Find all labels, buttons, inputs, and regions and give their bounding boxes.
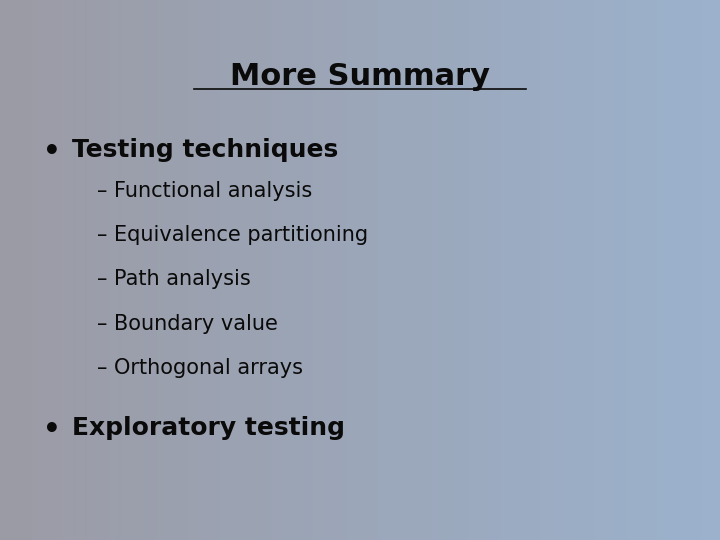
Text: – Boundary value: – Boundary value	[97, 314, 278, 334]
Text: Testing techniques: Testing techniques	[72, 138, 338, 161]
Text: •: •	[43, 416, 61, 444]
Text: – Path analysis: – Path analysis	[97, 269, 251, 289]
Text: Exploratory testing: Exploratory testing	[72, 416, 345, 440]
Text: •: •	[43, 138, 61, 166]
Text: – Functional analysis: – Functional analysis	[97, 181, 312, 201]
Text: – Orthogonal arrays: – Orthogonal arrays	[97, 358, 303, 378]
Text: – Equivalence partitioning: – Equivalence partitioning	[97, 225, 369, 245]
Text: More Summary: More Summary	[230, 62, 490, 91]
